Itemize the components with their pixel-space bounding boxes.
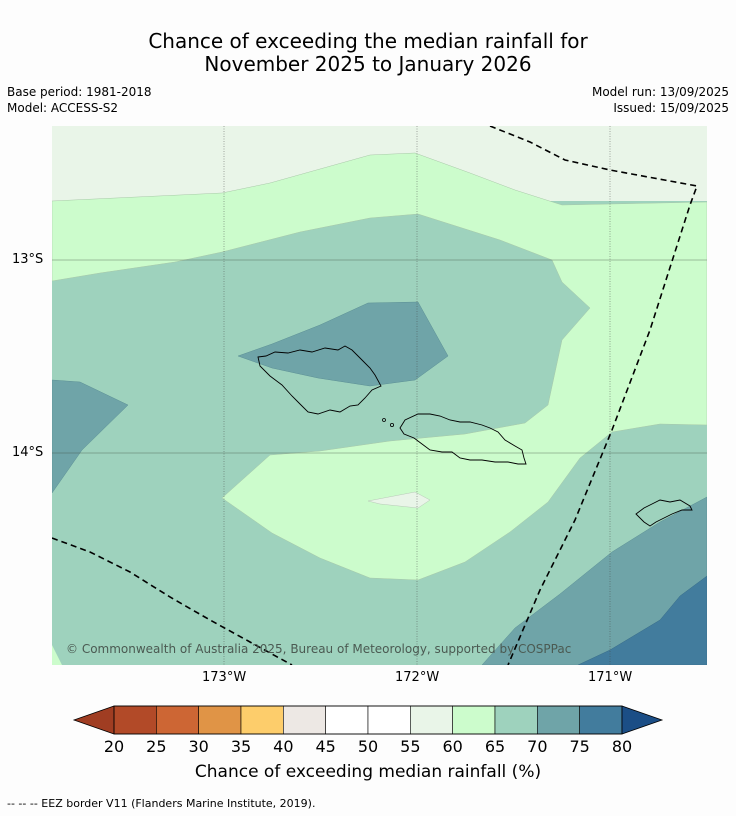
lon-label-173w: 173°W (202, 670, 247, 685)
colorbar-tick-label: 70 (527, 737, 548, 756)
colorbar-over-outline (621, 705, 664, 735)
contour-band-70-75-southeast (481, 496, 707, 665)
colorbar-box (537, 705, 580, 735)
model-name: Model: ACCESS-S2 (7, 101, 119, 115)
gridlines-lat (52, 259, 707, 454)
colorbar-tick-label: 35 (230, 737, 252, 756)
colorbar-box (452, 705, 496, 735)
colorbar-box (283, 705, 326, 735)
eez-border (52, 126, 699, 665)
contour-band-70-75-west (52, 379, 129, 494)
colorbar-box (579, 705, 623, 735)
colorbar-tick-label: 75 (569, 737, 590, 756)
colorbar-tick-label: 55 (400, 737, 421, 756)
model-run: Model run: 13/09/2025 (591, 85, 729, 99)
colorbar-box (367, 705, 411, 735)
contour-band-60-65-corner (52, 645, 62, 665)
base-period: Base period: 1981-2018 (7, 85, 152, 99)
colorbar-under-arrow (74, 706, 114, 734)
contour-band-60-65-north (52, 152, 707, 581)
meta-right: Model run: 13/09/2025 Issued: 15/09/2025 (592, 84, 729, 116)
colorbar-box (113, 705, 157, 735)
colorbar-tick-label: 65 (484, 737, 506, 756)
colorbar-tick-label: 45 (315, 737, 336, 756)
issued-date: Issued: 15/09/2025 (613, 101, 729, 115)
contour-band-70-75-north (237, 301, 449, 387)
map-area: © Commonwealth of Australia 2025, Bureau… (52, 126, 707, 665)
colorbar-frame (113, 705, 623, 735)
colorbar-box (410, 705, 453, 735)
colorbar (72, 705, 664, 735)
title-line-2: November 2025 to January 2026 (204, 52, 532, 76)
colorbar-tick-label: 50 (357, 737, 379, 756)
colorbar-tick-label: 80 (611, 737, 633, 756)
footnote: -- -- -- EEZ border V11 (Flanders Marine… (7, 797, 316, 810)
small-islet (389, 422, 394, 427)
colorbar-box (240, 705, 284, 735)
contour-band-75-80-southeast (577, 575, 707, 665)
colorbar-tick-label: 30 (188, 737, 209, 756)
tutuila-island (635, 499, 693, 527)
lon-label-172w: 172°W (395, 670, 440, 685)
colorbar-tick-label: 25 (146, 737, 167, 756)
lon-label-171w: 171°W (588, 670, 633, 685)
small-islet (382, 418, 386, 422)
lat-label-14s: 14°S (12, 445, 44, 460)
savaii-island (257, 345, 382, 415)
colorbar-tick-label: 20 (103, 737, 125, 756)
upolu-island (399, 413, 527, 465)
colorbar-under-outline (72, 705, 115, 735)
colorbar-tick-label: 40 (273, 737, 294, 756)
colorbar-box (494, 705, 538, 735)
colorbar-over-arrow (622, 706, 662, 734)
title-line-1: Chance of exceeding the median rainfall … (148, 29, 588, 53)
lat-label-13s: 13°S (12, 252, 44, 267)
copyright-text: © Commonwealth of Australia 2025, Bureau… (66, 642, 571, 656)
colorbar-box (325, 705, 369, 735)
colorbar-boxes (113, 705, 623, 735)
colorbar-box (198, 705, 242, 735)
colorbar-title: Chance of exceeding median rainfall (%) (194, 762, 542, 782)
colorbar-box (156, 705, 199, 735)
meta-left: Base period: 1981-2018 Model: ACCESS-S2 (7, 84, 152, 116)
contour-band-55-60-patch (367, 491, 431, 509)
colorbar-tick-label: 60 (442, 737, 463, 756)
chart-title: Chance of exceeding the median rainfall … (0, 30, 736, 76)
